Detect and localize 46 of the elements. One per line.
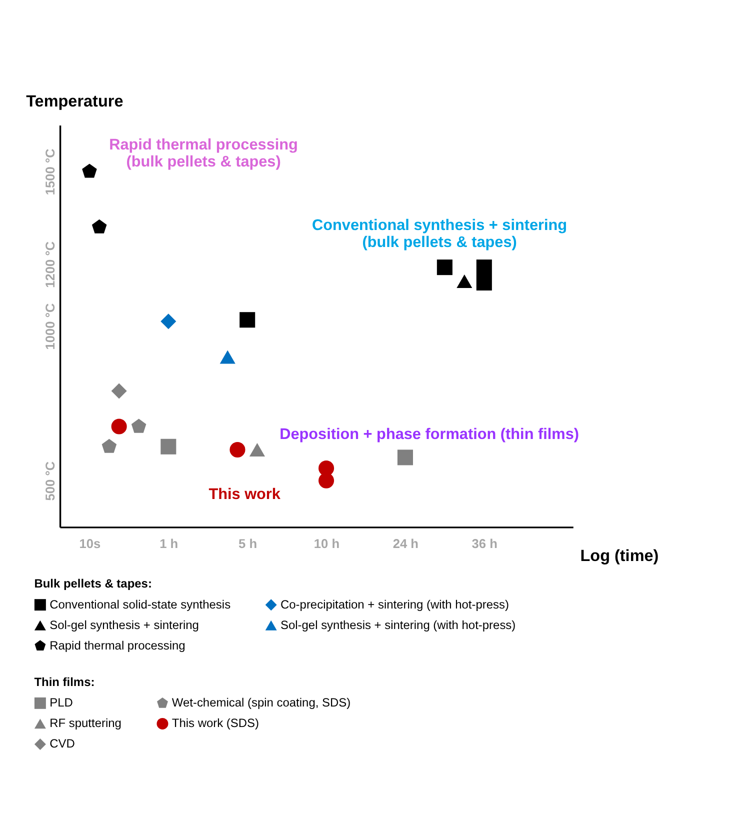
legend-label: Rapid thermal processing — [50, 638, 186, 652]
point — [397, 450, 413, 466]
y-tick-label: 1200 °C — [42, 241, 58, 288]
point — [476, 260, 492, 276]
point — [102, 438, 117, 453]
legend-label: RF sputtering — [50, 716, 122, 730]
y-axis-title: Temperature — [26, 92, 124, 111]
legend-label: Co-precipitation + sintering (with hot-press) — [280, 597, 510, 612]
point — [476, 274, 492, 291]
point — [436, 260, 452, 276]
y-tick-label: 1000 °C — [42, 303, 58, 350]
x-tick-label: 10 h — [314, 536, 340, 551]
annotation: This work — [208, 486, 281, 504]
legend-label: This work (SDS) — [172, 716, 260, 730]
point — [131, 418, 146, 433]
x-tick-label: 1 h — [160, 536, 178, 551]
point — [456, 274, 472, 288]
point — [160, 438, 176, 454]
legend-label: CVD — [50, 736, 76, 751]
x-tick-label: 36 h — [472, 536, 498, 551]
x-tick-label: 5 h — [238, 536, 258, 551]
point — [82, 164, 97, 178]
y-tick-label: 500 °C — [42, 461, 58, 501]
x-tick-label: 10s — [79, 536, 101, 551]
point — [318, 472, 334, 488]
annotation: Deposition + phase formation (thin films) — [280, 426, 579, 443]
legend-title: Bulk pellets & tapes: — [34, 576, 152, 591]
legend-label: Sol-gel synthesis + sintering — [50, 618, 199, 632]
legend-label: Conventional solid-state synthesis — [50, 597, 231, 612]
point — [230, 442, 246, 458]
y-tick-label: 1500 °C — [42, 148, 58, 196]
point — [220, 350, 236, 364]
legend-label: Wet-chemical (spin coating, SDS) — [172, 696, 351, 710]
annotation: Conventional synthesis + sintering (bulk pellets & tapes) — [312, 216, 568, 251]
text: Thin films: — [34, 675, 95, 690]
x-tick-label: 24 h — [392, 536, 419, 551]
point — [249, 442, 265, 456]
x-axis-title: Log (time) — [580, 546, 659, 565]
point — [111, 383, 127, 399]
legend-label: PLD — [50, 696, 74, 710]
point — [160, 314, 176, 330]
point — [111, 418, 127, 434]
legend-label: Sol-gel synthesis + sintering (with hot-press) — [280, 618, 516, 632]
annotation: Rapid thermal processing (bulk pellets & tapes) — [109, 136, 298, 171]
point — [240, 312, 256, 328]
point — [92, 219, 107, 234]
